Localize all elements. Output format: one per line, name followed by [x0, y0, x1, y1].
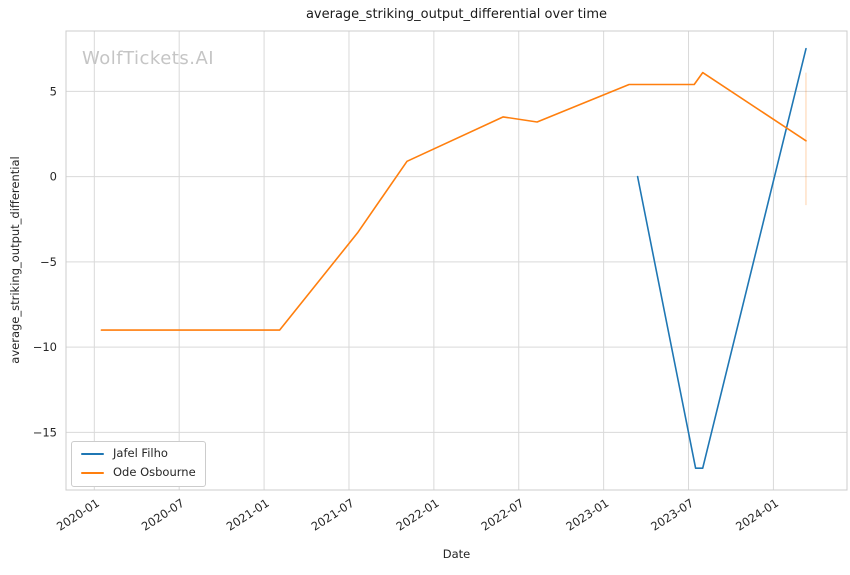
x-tick-label: 2022-07 — [478, 496, 526, 534]
y-tick-label: 5 — [50, 84, 57, 98]
y-tick-label: −5 — [40, 255, 57, 269]
legend: Jafel Filho Ode Osbourne — [71, 441, 206, 487]
x-tick-label: 2021-01 — [224, 496, 272, 534]
x-tick-label: 2022-01 — [394, 496, 442, 534]
watermark: WolfTickets.AI — [82, 48, 215, 69]
plot-border — [65, 30, 848, 491]
legend-item: Ode Osbourne — [81, 464, 196, 480]
legend-line-swatch — [81, 452, 104, 455]
x-tick-label: 2023-01 — [563, 496, 611, 534]
chart-title: average_striking_output_differential ove… — [305, 7, 608, 22]
legend-item: Jafel Filho — [81, 446, 196, 461]
x-tick-label: 2020-07 — [139, 496, 187, 534]
y-axis-label: average_striking_output_differential — [8, 156, 22, 364]
legend-label: Ode Osbourne — [113, 464, 196, 479]
x-tick-label: 2021-07 — [309, 496, 357, 534]
y-tick-label: 0 — [50, 170, 57, 184]
legend-label: Jafel Filho — [113, 446, 168, 460]
x-tick-label: 2023-07 — [648, 496, 696, 534]
x-axis-label: Date — [442, 547, 471, 561]
series-line-ode-osbourne — [100, 71, 807, 331]
x-tick-label: 2020-01 — [54, 496, 102, 534]
x-tick-label: 2024-01 — [733, 496, 781, 534]
series-line-jafel-filho — [636, 47, 807, 470]
y-tick-label: −10 — [33, 340, 57, 354]
y-tick-label: −15 — [33, 425, 57, 439]
legend-line-swatch — [81, 471, 104, 474]
